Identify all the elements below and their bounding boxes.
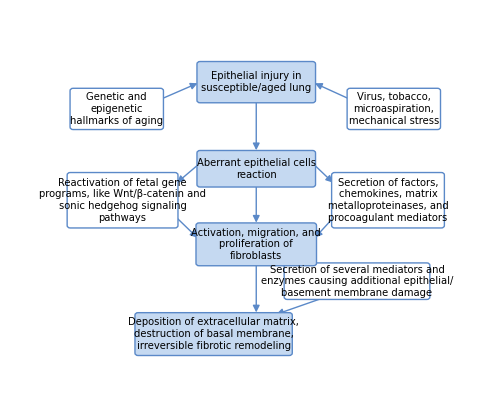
FancyBboxPatch shape xyxy=(197,151,316,187)
FancyBboxPatch shape xyxy=(196,223,316,266)
FancyBboxPatch shape xyxy=(332,173,444,228)
Text: Aberrant epithelial cells
reaction: Aberrant epithelial cells reaction xyxy=(197,158,316,180)
Text: Secretion of several mediators and
enzymes causing additional epithelial/
baseme: Secretion of several mediators and enzym… xyxy=(261,265,453,298)
FancyBboxPatch shape xyxy=(197,61,316,103)
FancyBboxPatch shape xyxy=(135,312,292,355)
Text: Deposition of extracellular matrix,
destruction of basal membrane,
irreversible : Deposition of extracellular matrix, dest… xyxy=(128,317,299,351)
Text: Genetic and
epigenetic
hallmarks of aging: Genetic and epigenetic hallmarks of agin… xyxy=(70,92,164,126)
FancyBboxPatch shape xyxy=(70,88,164,130)
FancyBboxPatch shape xyxy=(284,263,430,299)
FancyBboxPatch shape xyxy=(347,88,440,130)
Text: Virus, tobacco,
microaspiration,
mechanical stress: Virus, tobacco, microaspiration, mechani… xyxy=(348,92,439,126)
Text: Activation, migration, and
proliferation of
fibroblasts: Activation, migration, and proliferation… xyxy=(192,228,321,261)
Text: Secretion of factors,
chemokines, matrix
metalloproteinases, and
procoagulant me: Secretion of factors, chemokines, matrix… xyxy=(328,178,448,222)
FancyBboxPatch shape xyxy=(67,173,178,228)
Text: Epithelial injury in
susceptible/aged lung: Epithelial injury in susceptible/aged lu… xyxy=(201,71,312,93)
Text: Reactivation of fetal gene
programs, like Wnt/β-catenin and
sonic hedgehog signa: Reactivation of fetal gene programs, lik… xyxy=(39,178,206,222)
